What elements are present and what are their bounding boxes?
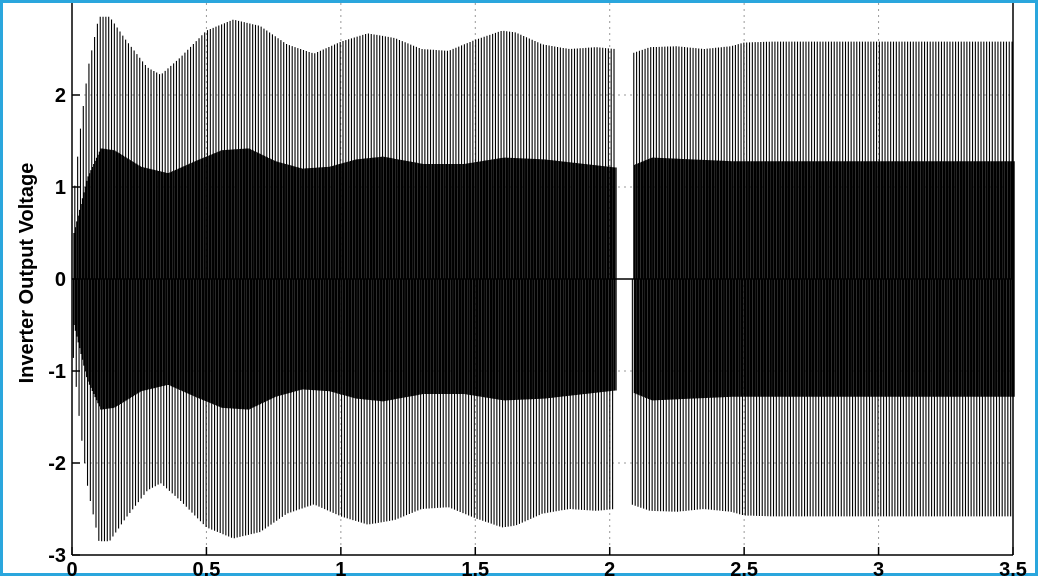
y-axis-label: Inverter Output Voltage [16, 163, 38, 384]
y-tick-label: -3 [48, 545, 66, 567]
x-tick-label: 1.5 [461, 559, 489, 579]
x-tick-label: 0 [66, 559, 77, 579]
x-tick-label: 2.5 [730, 559, 758, 579]
x-tick-label: 3 [873, 559, 884, 579]
y-tick-label: -1 [48, 361, 66, 383]
signal-layer [71, 16, 1015, 542]
y-tick-label: 1 [55, 177, 66, 199]
x-tick-label: 1 [335, 559, 346, 579]
x-tick-label: 2 [604, 559, 615, 579]
y-tick-label: 2 [55, 85, 66, 107]
tick-layer: -3 -2 -1 0 1 2 0 0.5 1 1.5 2 2.5 3 3.5 [48, 3, 1027, 579]
inverter-output-plot: -3 -2 -1 0 1 2 0 0.5 1 1.5 2 2.5 3 3.5 Inverter Outpu… [16, 3, 1027, 579]
x-tick-label: 0.5 [193, 559, 221, 579]
y-tick-label: -2 [48, 453, 66, 475]
y-tick-label: 0 [55, 269, 66, 291]
x-tick-label: 3.5 [999, 559, 1027, 579]
